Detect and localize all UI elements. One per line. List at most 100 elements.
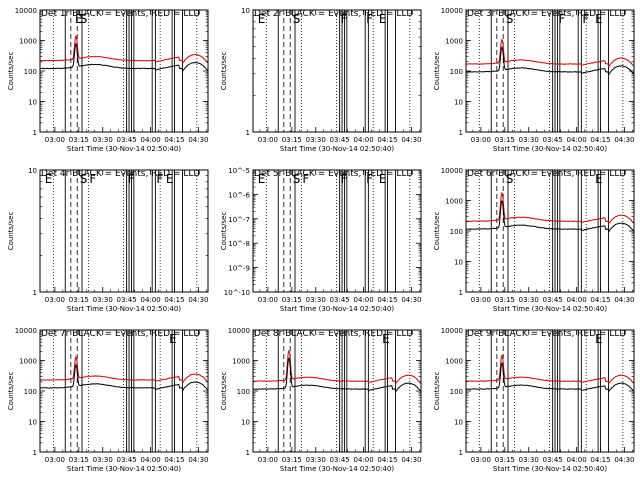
marker-label-S: S (506, 12, 514, 26)
x-tick-label: 04:00 (566, 136, 586, 144)
lld-series-line (466, 39, 634, 68)
marker-label-S: S (80, 12, 88, 26)
y-axis-label: Counts/sec (220, 212, 228, 251)
marker-label-F: F (366, 12, 373, 26)
x-tick-label: 03:30 (93, 136, 113, 144)
x-tick-label: 04:30 (401, 456, 421, 464)
x-tick-label: 04:00 (140, 296, 160, 304)
plot-frame (39, 9, 209, 133)
x-tick-label: 03:00 (45, 456, 65, 464)
x-tick-label: 03:15 (282, 296, 302, 304)
y-tick-label: 1 (33, 289, 37, 297)
x-tick-label: 04:15 (590, 296, 610, 304)
y-tick-label: 10000 (228, 327, 250, 335)
panel-title: Det 1r BLACK = Events, RED = LLD (41, 9, 200, 19)
marker-label-E: E (595, 172, 603, 186)
event-lines (40, 330, 208, 452)
marker-label-E: E (45, 172, 53, 186)
y-tick-label: 10000 (15, 327, 37, 335)
x-tick-label: 03:15 (282, 136, 302, 144)
marker-label-S: S (293, 12, 301, 26)
x-tick-label: 03:30 (306, 456, 326, 464)
lld-series-line (40, 35, 208, 64)
x-tick-label: 03:30 (519, 296, 539, 304)
marker-label-F: F (89, 172, 96, 186)
plot-frame (252, 329, 422, 453)
x-tick-label: 03:15 (69, 456, 89, 464)
x-tick-label: 04:30 (614, 136, 634, 144)
x-axis-label: Start Time (30-Nov-14 02:50:40) (493, 145, 607, 153)
marker-label-E: E (258, 172, 266, 186)
y-tick-label: 1 (459, 129, 463, 137)
lld-series-line (466, 354, 634, 385)
panel-det-5: Det 5r BLACK = Events, RED = LLD Counts/s… (220, 167, 422, 313)
x-tick-label: 03:00 (258, 456, 278, 464)
marker-label-F: F (156, 172, 163, 186)
lld-series-line (40, 355, 208, 384)
y-tick-label: 10^-5 (228, 167, 250, 175)
marker-label-E: E (258, 12, 266, 26)
y-tick-label: 10000 (441, 167, 463, 175)
panel-det-2: Det 2r BLACK = Events, RED = LLD Counts/s… (220, 7, 422, 153)
y-axis-label: Counts/sec (433, 212, 441, 251)
plot-frame (465, 329, 635, 453)
panel-det-1: Det 1r BLACK = Events, RED = LLD Counts/s… (7, 7, 209, 153)
y-tick-label: 10^-6 (228, 191, 250, 199)
y-tick-label: 10000 (15, 7, 37, 15)
x-tick-label: 04:30 (188, 296, 208, 304)
y-tick-label: 100 (450, 228, 463, 236)
event-lines (466, 10, 634, 132)
y-tick-label: 10000 (441, 327, 463, 335)
y-axis-label: Counts/sec (433, 52, 441, 91)
events-series-line (466, 200, 634, 233)
x-tick-label: 03:15 (69, 296, 89, 304)
events-series-line (466, 362, 634, 393)
event-lines (40, 10, 208, 132)
x-tick-label: 04:30 (188, 136, 208, 144)
x-tick-label: 03:15 (69, 136, 89, 144)
x-tick-label: 04:00 (353, 136, 373, 144)
y-tick-label: 10 (241, 419, 250, 427)
x-tick-label: 03:00 (45, 136, 65, 144)
marker-label-F: F (366, 172, 373, 186)
y-tick-label: 1000 (232, 358, 250, 366)
x-tick-label: 03:15 (495, 296, 515, 304)
lld-series-line (253, 350, 421, 386)
x-tick-label: 03:45 (543, 296, 563, 304)
y-tick-label: 1 (246, 129, 250, 137)
y-axis-label: Counts/sec (220, 372, 228, 411)
x-tick-label: 03:45 (330, 296, 350, 304)
x-axis-label: Start Time (30-Nov-14 02:50:40) (67, 305, 181, 313)
x-tick-label: 03:45 (117, 136, 137, 144)
y-axis-label: Counts/sec (220, 52, 228, 91)
y-tick-label: 100 (24, 388, 37, 396)
x-tick-label: 03:45 (330, 456, 350, 464)
event-lines (52, 170, 198, 292)
x-tick-label: 03:00 (45, 296, 65, 304)
y-axis-label: Counts/sec (7, 212, 15, 251)
y-tick-label: 1 (459, 449, 463, 457)
y-tick-label: 100 (24, 68, 37, 76)
x-tick-label: 04:00 (353, 296, 373, 304)
y-tick-label: 100 (450, 68, 463, 76)
panel-det-8: Det 8r BLACK = Events, RED = LLD Counts/s… (220, 327, 422, 473)
y-tick-label: 10 (454, 419, 463, 427)
events-series-line (466, 46, 634, 76)
panel-title: Det 4r BLACK = Events, RED = LLD (41, 169, 200, 179)
y-tick-label: 10 (454, 99, 463, 107)
plot-frame (252, 169, 422, 293)
x-axis-label: Start Time (30-Nov-14 02:50:40) (67, 465, 181, 473)
y-tick-label: 1000 (19, 38, 37, 46)
events-series-line (40, 363, 208, 393)
marker-label-F: F (558, 12, 565, 26)
x-tick-label: 04:00 (566, 296, 586, 304)
y-tick-label: 10 (28, 419, 37, 427)
plot-frame (252, 9, 422, 133)
y-tick-label: 10000 (441, 7, 463, 15)
x-axis-label: Start Time (30-Nov-14 02:50:40) (493, 305, 607, 313)
events-series-line (40, 43, 208, 73)
marker-label-E: E (595, 332, 603, 346)
panel-det-9: Det 9r BLACK = Events, RED = LLD Counts/s… (433, 327, 635, 473)
x-axis-label: Start Time (30-Nov-14 02:50:40) (280, 465, 394, 473)
marker-label-F: F (128, 172, 135, 186)
